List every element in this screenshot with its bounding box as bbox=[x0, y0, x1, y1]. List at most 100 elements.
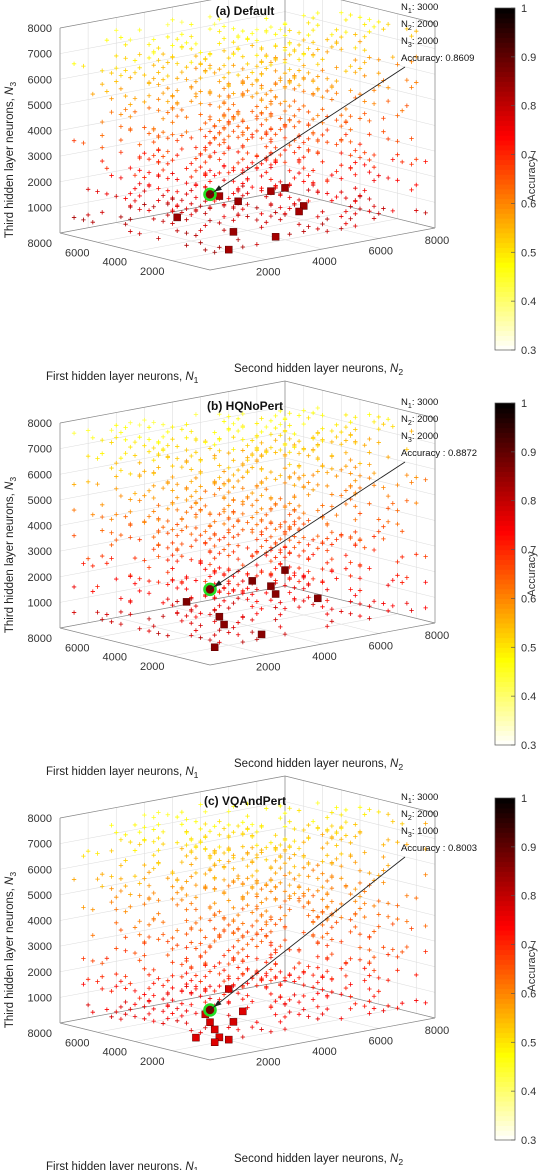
scatter-point bbox=[278, 917, 283, 922]
scatter-point bbox=[259, 850, 264, 855]
scatter-point bbox=[259, 467, 264, 472]
scatter-point bbox=[296, 222, 302, 227]
scatter-point bbox=[292, 522, 297, 527]
colorbar-segment bbox=[495, 900, 515, 907]
scatter-point bbox=[320, 845, 325, 851]
scatter-point bbox=[268, 113, 274, 119]
scatter-point bbox=[240, 475, 246, 480]
x-tick-label: 2000 bbox=[140, 1056, 164, 1068]
scatter-point bbox=[109, 823, 114, 828]
scatter-point bbox=[385, 977, 391, 983]
scatter-point bbox=[128, 217, 133, 222]
scatter-point bbox=[226, 834, 231, 840]
scatter-point bbox=[273, 527, 278, 532]
scatter-point bbox=[367, 947, 372, 953]
scatter-point bbox=[259, 506, 264, 512]
scatter-point bbox=[315, 991, 321, 996]
scatter-point bbox=[414, 157, 419, 162]
colorbar-segment bbox=[495, 301, 515, 307]
scatter-point bbox=[217, 590, 222, 595]
scatter-point bbox=[395, 482, 400, 488]
scatter-point bbox=[329, 504, 335, 509]
scatter-point bbox=[278, 27, 283, 32]
scatter-point bbox=[310, 487, 316, 493]
scatter-point bbox=[310, 53, 316, 58]
scatter-point bbox=[104, 1007, 110, 1012]
scatter-point bbox=[273, 477, 278, 482]
scatter-point bbox=[221, 865, 227, 870]
scatter-point bbox=[278, 496, 283, 501]
scatter-point bbox=[367, 118, 372, 124]
scatter-point bbox=[123, 56, 128, 61]
scatter-point bbox=[240, 132, 246, 138]
scatter-point bbox=[198, 915, 203, 921]
scatter-point bbox=[198, 941, 203, 946]
colorbar-segment bbox=[495, 544, 515, 551]
scatter-point bbox=[292, 202, 297, 208]
scatter-point bbox=[296, 1012, 302, 1017]
scatter-point bbox=[259, 60, 264, 65]
scatter-point bbox=[423, 1000, 428, 1006]
scatter-point bbox=[315, 915, 321, 920]
scatter-point bbox=[207, 206, 213, 211]
scatter-point bbox=[231, 434, 236, 440]
scatter-point bbox=[160, 996, 166, 1002]
scatter-point bbox=[254, 932, 260, 937]
scatter-point bbox=[165, 596, 171, 602]
colorbar-segment bbox=[495, 637, 515, 643]
scatter-point bbox=[324, 994, 330, 1000]
scatter-point bbox=[151, 509, 156, 514]
scatter-point bbox=[296, 960, 302, 966]
scatter-point bbox=[132, 198, 138, 204]
colorbar-segment bbox=[495, 1125, 515, 1131]
scatter-point bbox=[254, 205, 260, 211]
grid-line bbox=[284, 801, 436, 839]
axis-edge bbox=[209, 227, 436, 271]
scatter-point bbox=[156, 810, 161, 815]
scatter-point bbox=[278, 842, 283, 848]
scatter-point bbox=[423, 846, 428, 852]
scatter-point bbox=[273, 566, 278, 571]
scatter-point bbox=[329, 466, 335, 472]
scatter-point bbox=[249, 70, 255, 75]
scatter-point bbox=[240, 996, 246, 1002]
scatter-point bbox=[226, 427, 231, 433]
scatter-point bbox=[170, 960, 175, 965]
scatter-point bbox=[85, 428, 91, 433]
scatter-point bbox=[329, 32, 335, 37]
scatter-point bbox=[226, 809, 231, 814]
scatter-point bbox=[324, 483, 330, 489]
scatter-point bbox=[268, 978, 274, 983]
scatter-point bbox=[282, 631, 288, 637]
scatter-point bbox=[132, 439, 138, 445]
scatter-point bbox=[362, 99, 367, 104]
scatter-point bbox=[221, 151, 227, 156]
scatter-point bbox=[207, 52, 213, 57]
scatter-point bbox=[362, 889, 367, 894]
scatter-point bbox=[156, 848, 161, 853]
scatter-point bbox=[324, 548, 330, 553]
scatter-point bbox=[362, 966, 367, 971]
scatter-point bbox=[423, 821, 428, 826]
scatter-point bbox=[170, 171, 175, 176]
scatter-point bbox=[268, 929, 274, 934]
scatter-point bbox=[184, 842, 189, 848]
scatter-point bbox=[329, 492, 335, 497]
scatter-point bbox=[207, 905, 213, 911]
colorbar-segment bbox=[495, 925, 515, 931]
scatter-point bbox=[160, 841, 166, 847]
scatter-point bbox=[306, 836, 311, 841]
scatter-point bbox=[268, 1005, 274, 1010]
scatter-point bbox=[292, 891, 297, 896]
scatter-point bbox=[221, 101, 227, 106]
scatter-point bbox=[414, 182, 419, 188]
scatter-point bbox=[189, 201, 194, 207]
scatter-point bbox=[198, 802, 203, 807]
scatter-point bbox=[114, 984, 119, 989]
annotation-n3: N3: 2000 bbox=[401, 36, 438, 49]
colorbar-segment bbox=[495, 1105, 515, 1112]
scatter-point bbox=[296, 540, 302, 545]
